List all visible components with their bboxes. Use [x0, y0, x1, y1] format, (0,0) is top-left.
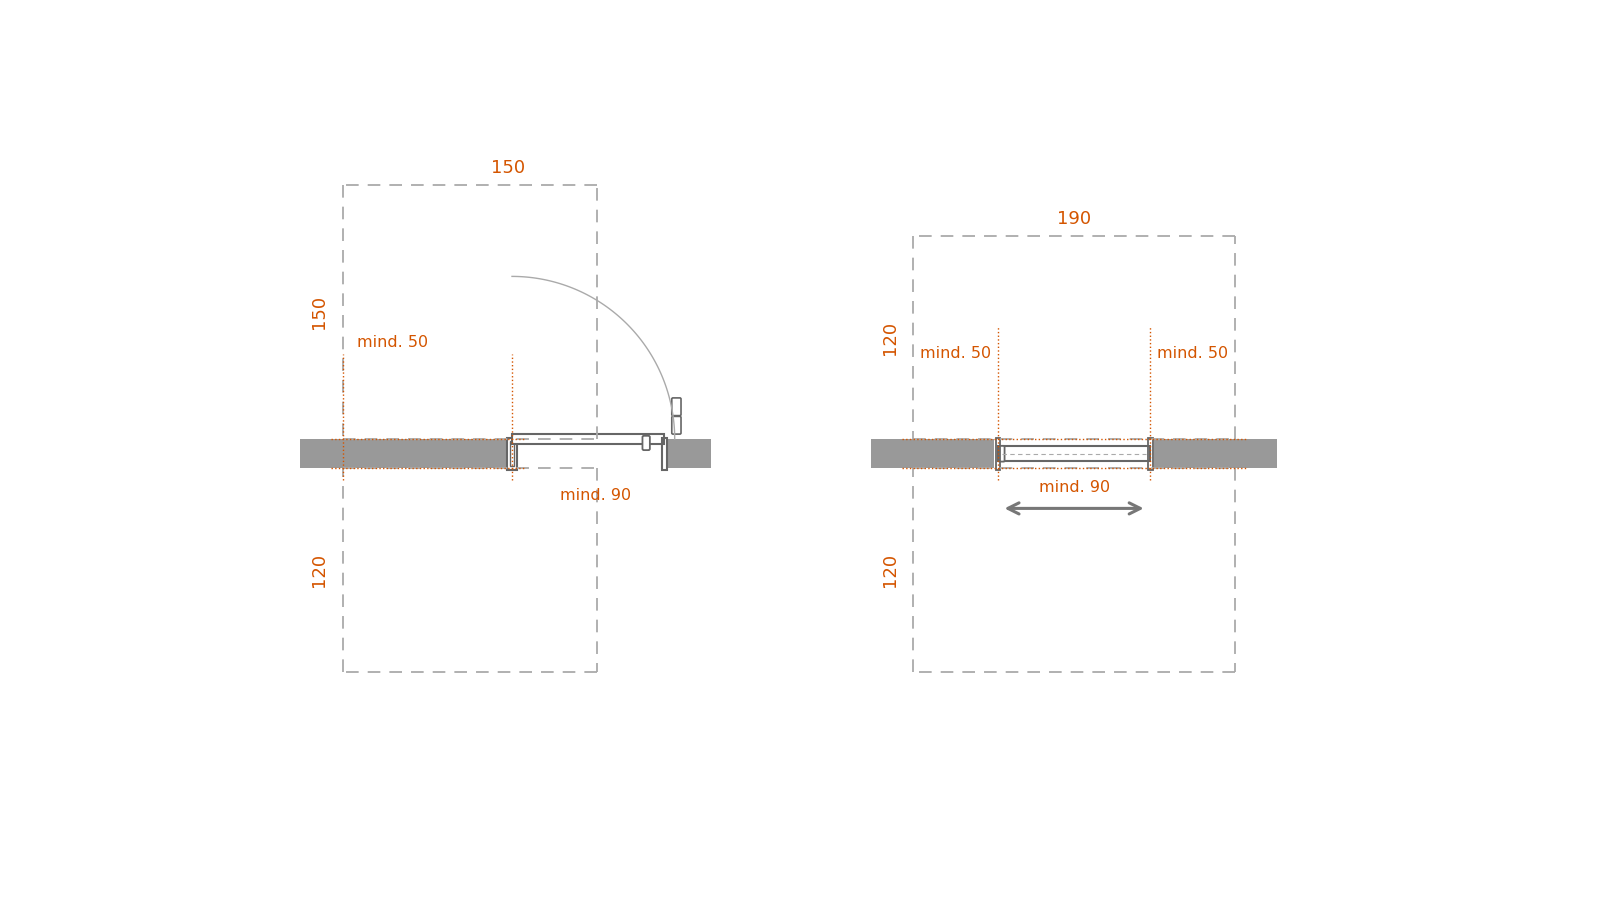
Text: 190: 190	[1058, 210, 1091, 228]
FancyBboxPatch shape	[672, 398, 682, 416]
Text: mind. 50: mind. 50	[1157, 346, 1229, 361]
Bar	[994, 439, 1154, 468]
FancyBboxPatch shape	[672, 417, 682, 434]
Text: 120: 120	[882, 320, 899, 355]
Text: 150: 150	[310, 295, 328, 329]
Bar	[1150, 439, 1277, 468]
Bar	[998, 446, 1150, 461]
Text: mind. 90: mind. 90	[560, 488, 632, 503]
Bar	[1149, 437, 1152, 470]
FancyBboxPatch shape	[998, 446, 1005, 462]
Bar	[301, 439, 509, 468]
Text: 150: 150	[491, 159, 525, 177]
FancyBboxPatch shape	[643, 436, 650, 450]
Bar	[995, 437, 1000, 470]
Text: mind. 50: mind. 50	[920, 346, 990, 361]
Text: mind. 90: mind. 90	[1038, 480, 1110, 495]
Bar	[507, 437, 517, 470]
Bar	[870, 439, 998, 468]
Text: 120: 120	[310, 553, 328, 587]
Bar	[512, 434, 664, 445]
Text: mind. 50: mind. 50	[357, 335, 429, 350]
Bar	[669, 439, 710, 468]
Bar	[662, 437, 667, 470]
Text: 120: 120	[882, 553, 899, 587]
Bar	[510, 441, 514, 466]
